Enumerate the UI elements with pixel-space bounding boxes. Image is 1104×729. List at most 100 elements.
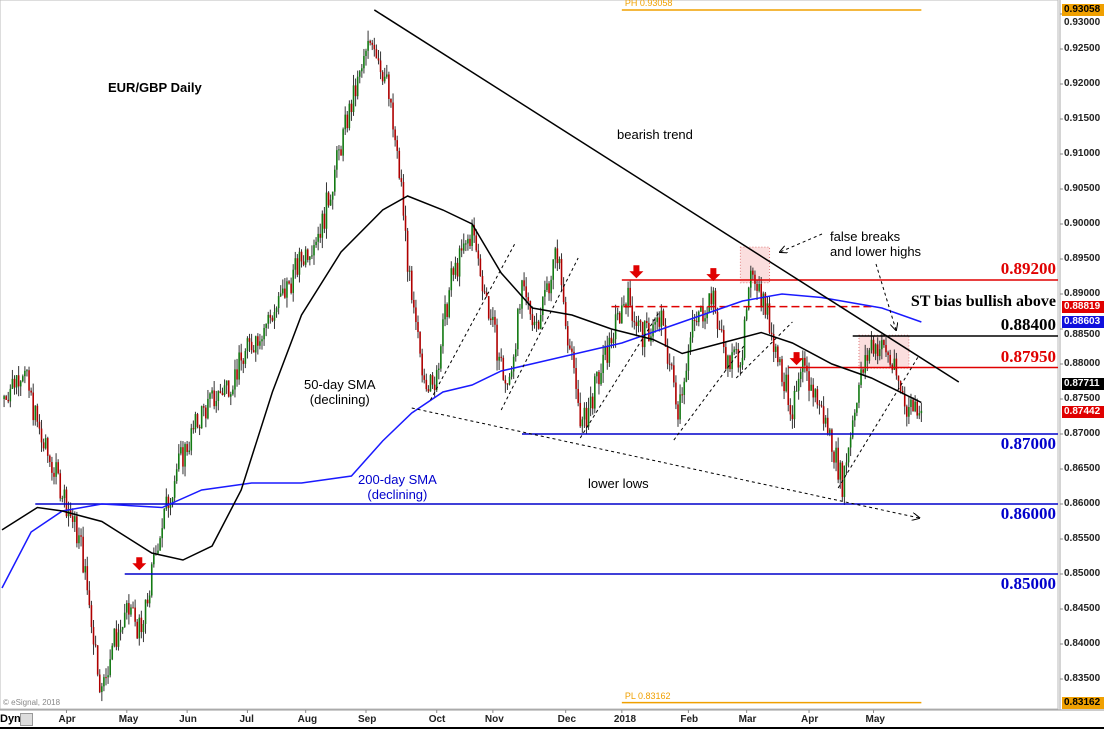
candle-body [217,391,220,401]
red-arrow-icon [132,557,147,571]
candle [338,145,340,161]
candle [257,333,259,355]
candle [585,401,588,434]
candle-body [369,40,371,43]
y-tick-label: 0.88000 [1064,358,1101,369]
candle-body [186,444,188,452]
candle-body [298,251,301,275]
candle-body [566,326,569,346]
candle-body [583,407,586,420]
candle-body [631,305,634,321]
candle-body [808,371,810,391]
candle [906,404,908,427]
candle [130,604,132,617]
channel-line [500,257,579,411]
candle-body [779,359,781,363]
candle-body [587,408,590,427]
candle [11,369,14,389]
candle-body [658,317,661,327]
candle [123,603,126,628]
y-tick-label: 0.85500 [1064,533,1101,544]
plot-frame [0,0,1059,710]
candle [508,373,511,386]
candle [252,345,255,353]
candle [13,375,16,395]
y-tick-label: 0.93000 [1064,16,1101,28]
x-tick-label: Nov [484,714,504,725]
candle [178,444,180,472]
candle-body [521,280,523,309]
dyn-label[interactable]: Dyn [0,713,21,725]
candle-body [485,292,488,297]
candle-body [61,497,64,499]
candle [242,358,245,374]
candle-body [173,481,176,498]
candle-body [737,349,740,368]
candle-body [835,447,837,463]
candle [321,210,324,249]
candle-body [712,290,715,305]
candle-body [762,293,765,308]
candle [523,272,525,291]
candle [677,401,679,427]
candle-body [381,72,384,82]
candle-body [502,357,505,380]
lock-icon[interactable] [20,713,33,726]
candle-body [446,304,448,317]
candle-body [388,74,390,99]
candle [864,344,866,380]
price-tag: 0.87442 [1062,406,1104,418]
candle [415,299,417,330]
candle-body [652,324,654,337]
candle-body [442,319,444,347]
candle-body [296,258,299,275]
candle-body [795,390,798,392]
candle [298,247,301,283]
candle-body [46,438,49,456]
candle-body [510,371,513,377]
candle-body [481,276,484,292]
annotation-line: 200-day SMA [358,472,437,487]
candle-body [150,564,153,596]
candle [342,127,344,162]
candle [750,265,752,298]
candle-body [689,337,692,351]
candle-body [710,293,713,305]
candle-body [641,322,644,348]
candle [839,460,842,489]
candle-body [787,374,790,406]
candle-body [386,74,388,77]
candle-body [192,428,195,430]
candle-body [648,322,650,342]
candle-body [627,287,629,308]
candle-body [234,369,236,390]
candle [517,307,519,357]
candle-body [860,369,862,385]
candle-body [398,150,401,179]
candle [691,309,694,343]
candle-body [82,536,84,573]
candle [668,353,671,372]
candle-body [589,396,592,409]
candle [720,319,723,333]
candle-body [585,407,588,427]
candle [92,620,95,655]
candle [878,340,881,361]
candle [82,526,84,574]
candle-body [257,336,259,346]
candle [826,408,829,436]
candle [136,619,138,640]
candle [30,387,32,396]
candle [829,427,831,437]
candle [59,469,62,502]
candle-body [221,393,224,396]
candle-body [889,354,891,365]
candle [88,581,91,609]
candle-body [383,76,386,82]
candle [791,405,794,429]
candle [115,620,118,651]
candle-body [833,451,835,463]
candle-body [556,248,559,264]
candle-body [747,287,750,310]
candle-body [812,384,814,398]
